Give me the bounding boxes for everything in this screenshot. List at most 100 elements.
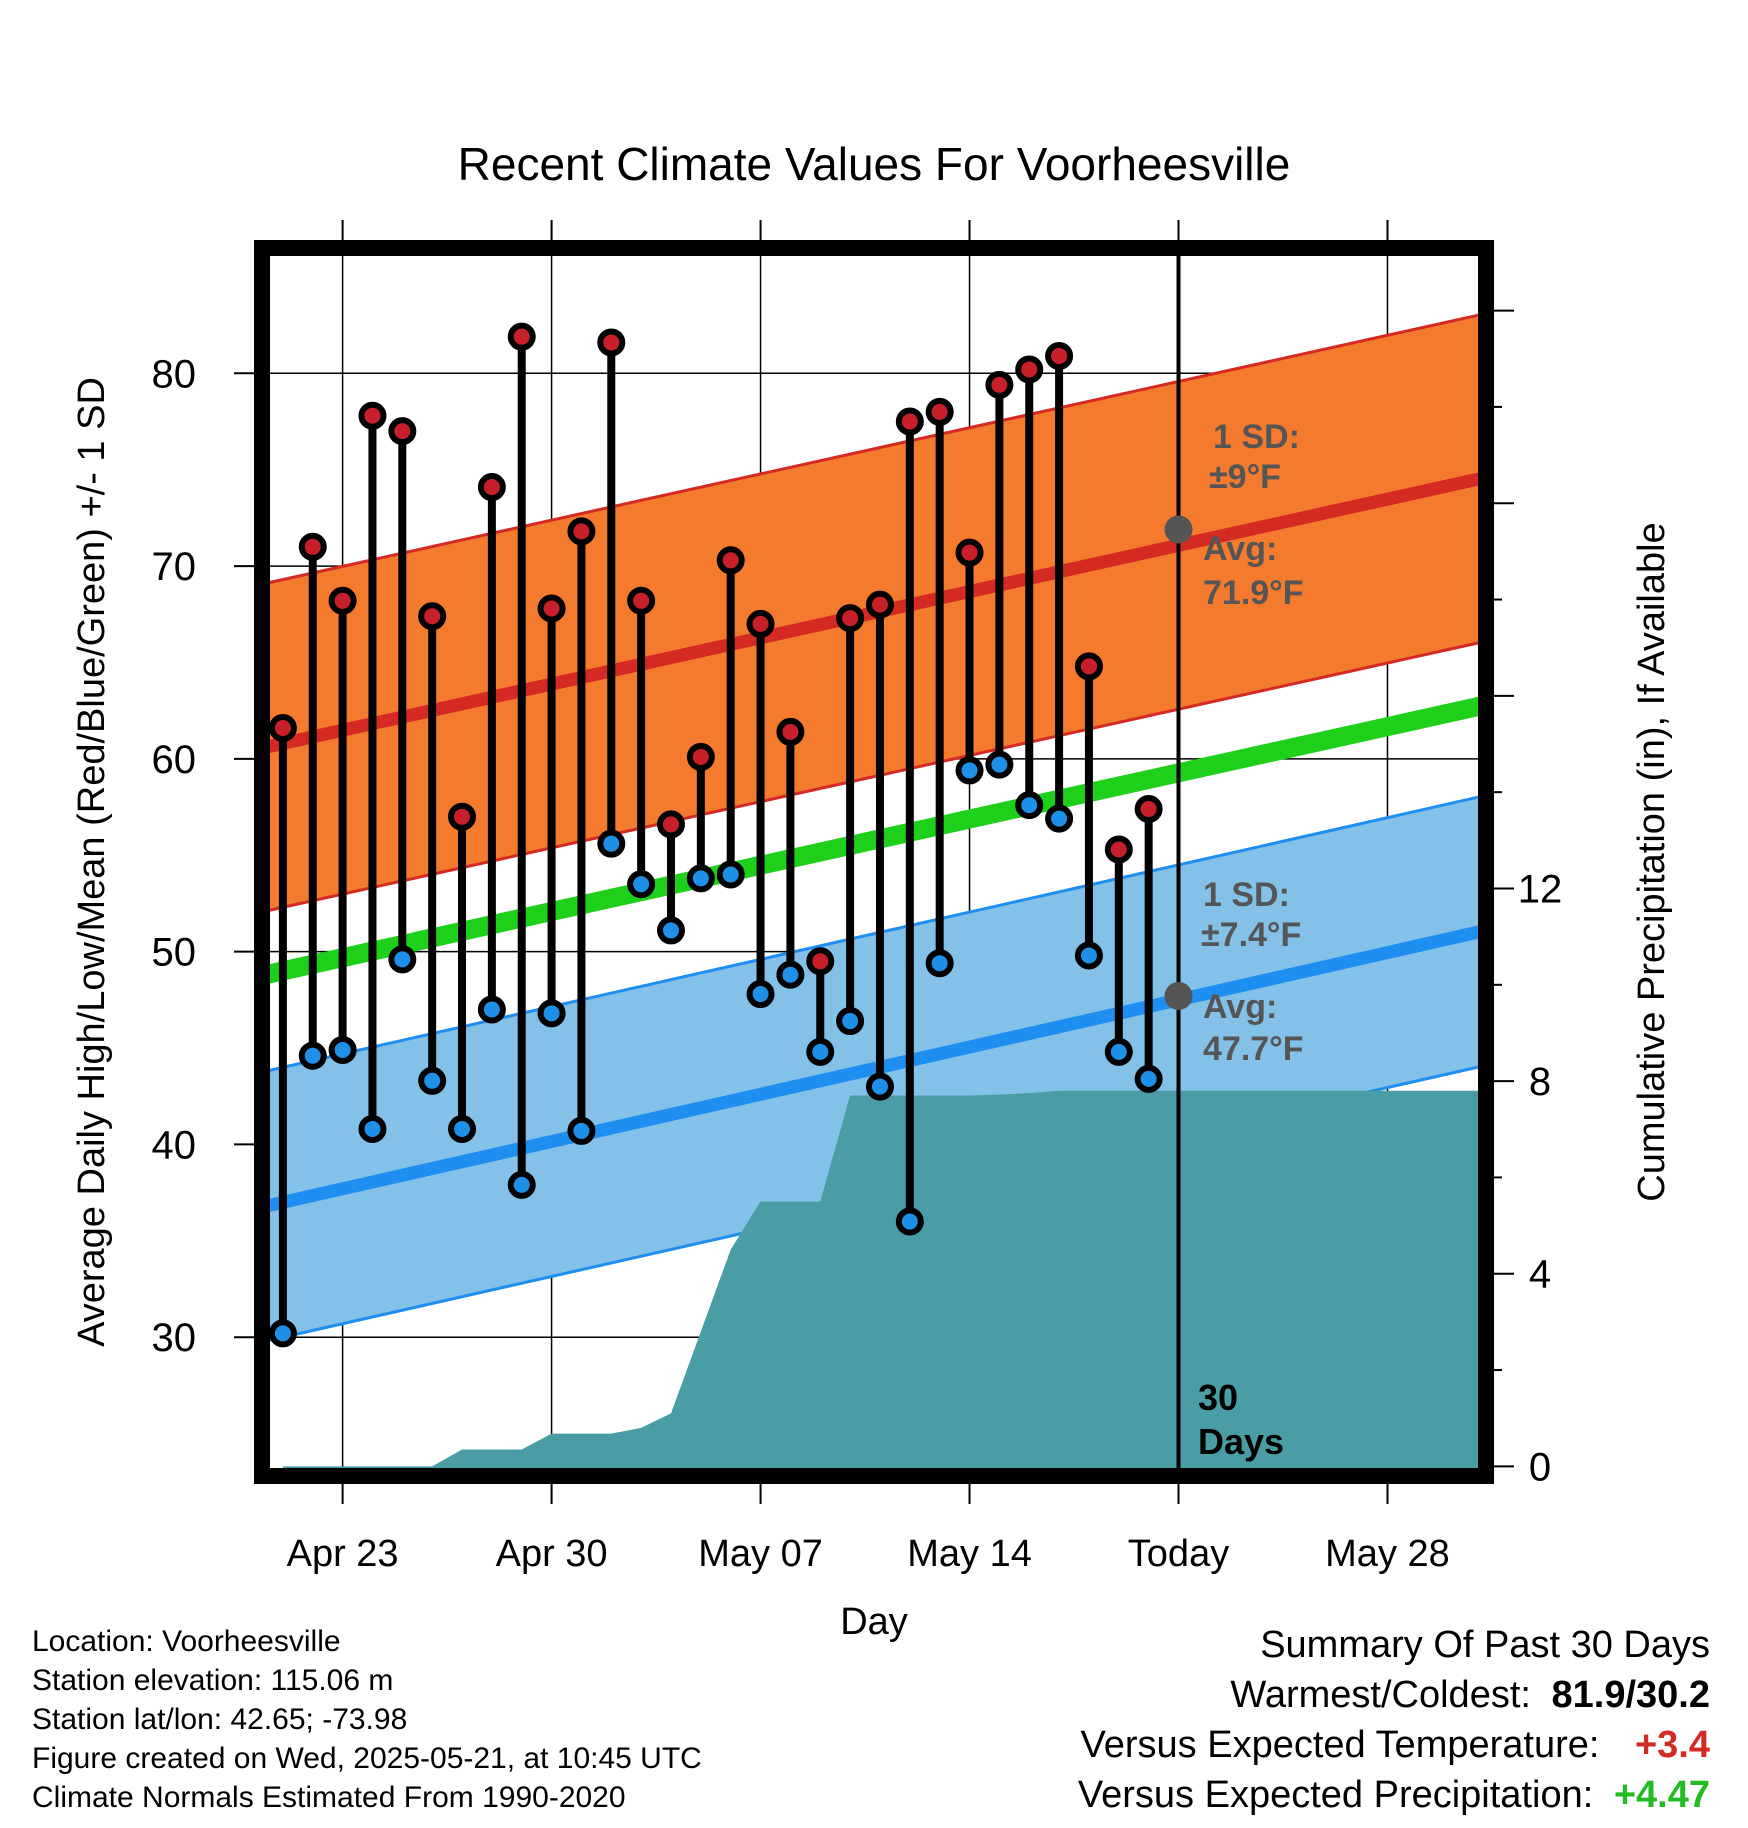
- temp-value: +3.4: [1634, 1724, 1710, 1766]
- daily-high-point: [627, 586, 656, 615]
- y-axis-label-right: Cumulative Precipitation (in), If Availa…: [1631, 522, 1673, 1201]
- high-avg-label: Avg:: [1203, 530, 1277, 568]
- low-avg-label: Avg:: [1203, 988, 1277, 1026]
- daily-low-point: [746, 980, 775, 1009]
- summary-precip: Versus Expected Precipitation: +4.47: [1078, 1770, 1710, 1820]
- y-tick-label-left: 30: [152, 1316, 197, 1360]
- y-tick-label-right: 0: [1529, 1445, 1551, 1489]
- daily-low-point: [985, 750, 1014, 779]
- daily-low-point: [1134, 1064, 1163, 1093]
- x-tick-label: Apr 30: [496, 1533, 608, 1575]
- daily-high-point: [358, 401, 387, 430]
- daily-low-point: [776, 960, 805, 989]
- high-sd-value: ±9°F: [1209, 458, 1281, 496]
- station-info: Location: Voorheesville Station elevatio…: [32, 1622, 702, 1817]
- daily-high-point: [1074, 652, 1103, 681]
- daily-low-point: [567, 1116, 596, 1145]
- daily-high-point: [746, 609, 775, 638]
- precip-label: Versus Expected Precipitation:: [1077, 1774, 1594, 1816]
- daily-low-point: [268, 1319, 297, 1348]
- y-tick-label-right: 12: [1518, 867, 1563, 911]
- y-tick-label-left: 60: [152, 738, 197, 782]
- daily-low-point: [865, 1072, 894, 1101]
- daily-high-point: [955, 538, 984, 567]
- high-sd-label: 1 SD:: [1213, 418, 1300, 456]
- summary-heading: Summary Of Past 30 Days: [1260, 1624, 1710, 1666]
- daily-high-point: [985, 370, 1014, 399]
- summary-temp: Versus Expected Temperature: +3.4: [1078, 1720, 1710, 1770]
- y-tick-label-left: 50: [152, 931, 197, 975]
- daily-high-point: [298, 532, 327, 561]
- x-tick-label: Apr 23: [287, 1533, 399, 1575]
- daily-low-point: [388, 945, 417, 974]
- daily-low-point: [627, 870, 656, 899]
- normal-mean-line: [262, 695, 1486, 986]
- daily-high-point: [567, 517, 596, 546]
- today-high-avg-marker: [1164, 515, 1193, 544]
- daily-low-point: [806, 1037, 835, 1066]
- precip-value: +4.47: [1613, 1774, 1710, 1816]
- today-low-avg-marker: [1164, 981, 1193, 1010]
- daily-low-point: [537, 999, 566, 1028]
- daily-low-point: [507, 1170, 536, 1199]
- daily-high-point: [1134, 794, 1163, 823]
- x-axis-label: Day: [840, 1601, 908, 1643]
- daily-high-point: [716, 546, 745, 575]
- daily-high-point: [388, 417, 417, 446]
- daily-high-point: [448, 802, 477, 831]
- daily-low-point: [477, 995, 506, 1024]
- today-days-word: Days: [1198, 1421, 1284, 1462]
- y-tick-label-right: 4: [1529, 1253, 1551, 1297]
- y-tick-label-left: 80: [152, 352, 197, 396]
- daily-low-point: [298, 1041, 327, 1070]
- station-location: Location: Voorheesville: [32, 1625, 341, 1658]
- warm-cold-label: Warmest/Coldest:: [1230, 1674, 1531, 1716]
- y-tick-label-left: 70: [152, 545, 197, 589]
- daily-high-point: [776, 717, 805, 746]
- low-avg-value: 47.7°F: [1203, 1030, 1304, 1068]
- daily-low-point: [418, 1066, 447, 1095]
- station-latlon: Station lat/lon: 42.65; -73.98: [32, 1703, 408, 1736]
- daily-low-point: [328, 1035, 357, 1064]
- daily-high-point: [1015, 355, 1044, 384]
- climate-normals-note: Climate Normals Estimated From 1990-2020: [32, 1781, 626, 1814]
- summary-panel: Summary Of Past 30 Days Warmest/Coldest:…: [1078, 1620, 1710, 1820]
- daily-high-point: [686, 742, 715, 771]
- station-elevation: Station elevation: 115.06 m: [32, 1664, 394, 1697]
- today-days-number: 30: [1198, 1377, 1238, 1418]
- daily-high-point: [597, 328, 626, 357]
- daily-high-point: [895, 407, 924, 436]
- daily-low-point: [836, 1007, 865, 1036]
- daily-low-point: [716, 860, 745, 889]
- plot-frame: [254, 240, 1494, 1484]
- daily-low-point: [448, 1114, 477, 1143]
- daily-high-point: [865, 590, 894, 619]
- x-tick-label: May 28: [1325, 1533, 1450, 1575]
- normal-low-line: [262, 923, 1486, 1214]
- daily-low-point: [686, 864, 715, 893]
- high-avg-value: 71.9°F: [1203, 574, 1304, 612]
- daily-low-point: [1104, 1037, 1133, 1066]
- daily-high-point: [806, 947, 835, 976]
- daily-high-point: [268, 714, 297, 743]
- x-tick-label: May 14: [907, 1533, 1032, 1575]
- cumulative-precip-area: [282, 1090, 1486, 1476]
- daily-low-point: [597, 829, 626, 858]
- daily-low-point: [1074, 941, 1103, 970]
- summary-warm-cold: Warmest/Coldest: 81.9/30.2: [1078, 1670, 1710, 1720]
- daily-high-point: [418, 602, 447, 631]
- daily-high-point: [537, 594, 566, 623]
- temp-label: Versus Expected Temperature:: [1080, 1724, 1600, 1766]
- daily-high-point: [656, 810, 685, 839]
- low-sd-value: ±7.4°F: [1201, 916, 1301, 954]
- daily-low-point: [358, 1114, 387, 1143]
- daily-high-point: [507, 322, 536, 351]
- daily-low-point: [955, 756, 984, 785]
- warm-cold-value: 81.9/30.2: [1551, 1674, 1710, 1716]
- daily-high-point: [477, 473, 506, 502]
- y-axis-label-left: Average Daily High/Low/Mean (Red/Blue/Gr…: [71, 377, 113, 1347]
- daily-low-point: [925, 949, 954, 978]
- daily-high-point: [925, 397, 954, 426]
- daily-low-point: [1045, 804, 1074, 833]
